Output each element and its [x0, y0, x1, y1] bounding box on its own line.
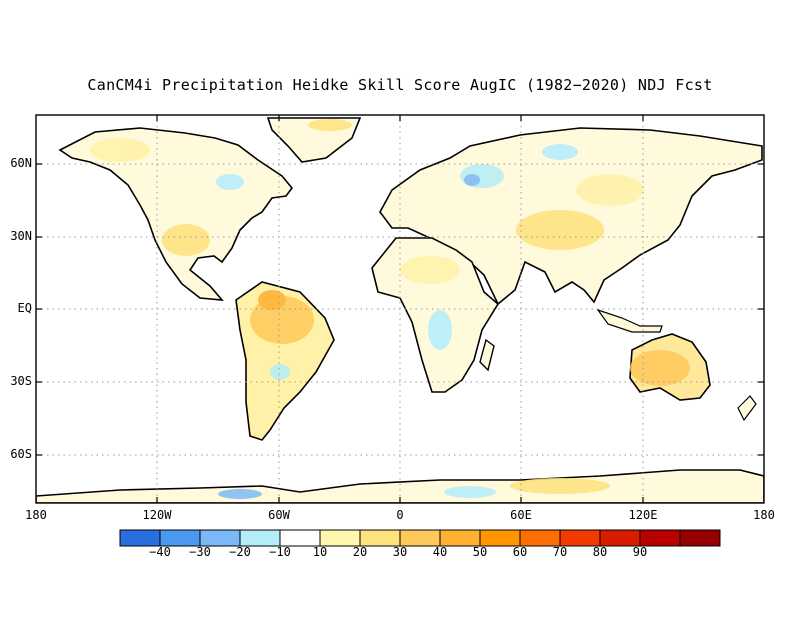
land-new-zealand	[737, 395, 757, 422]
colorbar-label: 80	[592, 545, 608, 559]
colorbar-swatch	[399, 529, 441, 547]
lon-label-180w: 180	[25, 508, 47, 522]
lat-label-60s: 60S	[10, 447, 32, 461]
colorbar-swatch	[279, 529, 321, 547]
colorbar-swatch	[639, 529, 681, 547]
colorbar-label: 40	[432, 545, 448, 559]
lon-label-120e: 120E	[628, 508, 658, 522]
colorbar-swatch	[559, 529, 601, 547]
lat-label-30s: 30S	[10, 374, 32, 388]
colorbar-label: −20	[229, 545, 251, 559]
skill-patches-negative	[216, 144, 578, 499]
colorbar-label: 10	[312, 545, 328, 559]
colorbar-swatch	[159, 529, 201, 547]
skill-patches-positive	[90, 119, 690, 494]
colorbar-swatch	[519, 529, 561, 547]
colorbar-label: 50	[472, 545, 488, 559]
colorbar-label: −40	[149, 545, 171, 559]
lon-label-120w: 120W	[142, 508, 172, 522]
land-indonesia	[596, 308, 663, 333]
lon-label-0: 0	[396, 508, 404, 522]
colorbar-label: 70	[552, 545, 568, 559]
colorbar-label: 30	[392, 545, 408, 559]
colorbar	[119, 529, 721, 547]
colorbar-label: 90	[632, 545, 648, 559]
colorbar-swatch	[239, 529, 281, 547]
colorbar-swatch	[119, 529, 161, 547]
colorbar-label: 60	[512, 545, 528, 559]
colorbar-swatch	[199, 529, 241, 547]
lat-label-30n: 30N	[10, 229, 32, 243]
colorbar-swatch	[479, 529, 521, 547]
lon-label-180e: 180	[753, 508, 775, 522]
land-antarctica	[36, 469, 764, 503]
colorbar-swatch	[679, 529, 721, 547]
lat-label-60n: 60N	[10, 156, 32, 170]
colorbar-swatch	[359, 529, 401, 547]
lon-label-60e: 60E	[510, 508, 532, 522]
colorbar-label: −10	[269, 545, 291, 559]
colorbar-label: 20	[352, 545, 368, 559]
colorbar-swatch	[599, 529, 641, 547]
lat-label-eq: EQ	[17, 301, 32, 315]
land-north-america	[58, 127, 294, 301]
colorbar-swatch	[439, 529, 481, 547]
colorbar-label: −30	[189, 545, 211, 559]
land-madagascar	[479, 338, 495, 372]
colorbar-swatch	[319, 529, 361, 547]
map-gridlines	[36, 115, 764, 503]
chart-title: CanCM4i Precipitation Heidke Skill Score…	[87, 76, 713, 94]
lon-label-60w: 60W	[268, 508, 290, 522]
